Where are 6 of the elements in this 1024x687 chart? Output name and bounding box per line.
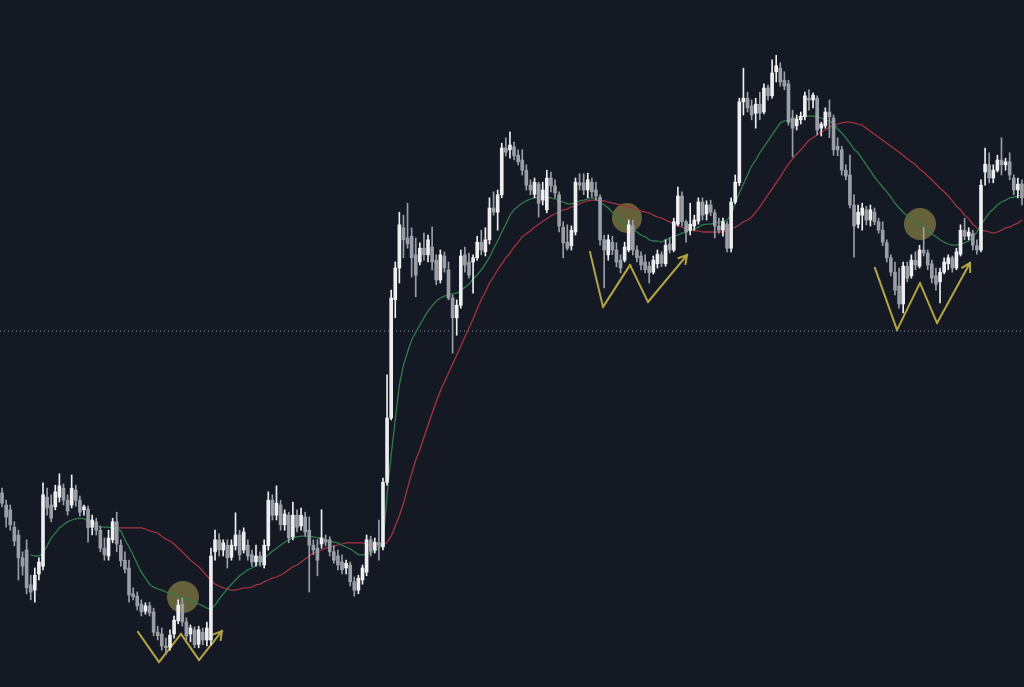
- candlestick: [688, 202, 693, 236]
- candlestick: [508, 131, 512, 159]
- candlestick: [377, 519, 381, 561]
- candlestick: [504, 137, 508, 157]
- candlestick: [307, 516, 312, 593]
- candlestick: [422, 232, 426, 261]
